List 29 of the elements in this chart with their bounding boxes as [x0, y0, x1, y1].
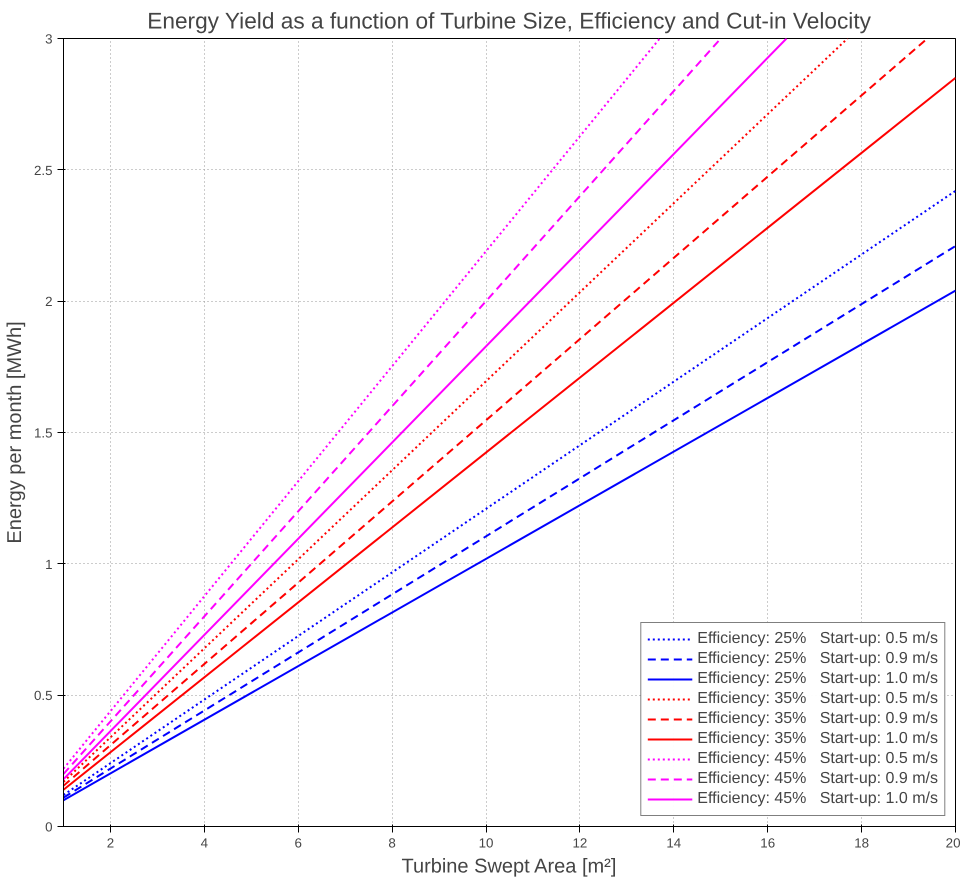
legend-label: Efficiency: 25% Start-up: 1.0 m/s — [697, 670, 938, 688]
x-tick-label: 4 — [200, 836, 209, 850]
legend-label: Efficiency: 35% Start-up: 0.5 m/s — [697, 690, 938, 708]
legend-label: Efficiency: 45% Start-up: 0.9 m/s — [697, 770, 938, 788]
y-tick-label: 2 — [45, 294, 53, 310]
y-tick-label: 2.5 — [34, 162, 53, 178]
y-tick-label: 1.5 — [34, 426, 53, 440]
y-tick-label: 1 — [45, 556, 53, 572]
legend-label: Efficiency: 25% Start-up: 0.9 m/s — [697, 650, 938, 668]
y-tick-label: 0.5 — [34, 688, 53, 704]
legend-label: Efficiency: 25% Start-up: 0.5 m/s — [697, 630, 938, 648]
y-axis-title: Energy per month [MWh] — [4, 321, 26, 544]
x-axis-title: Turbine Swept Area [m²] — [401, 856, 616, 878]
x-tick-label: 18 — [854, 836, 870, 850]
chart-title: Energy Yield as a function of Turbine Size, Efficiency and Cut-in Velocity — [147, 8, 872, 34]
x-tick-label: 20 — [946, 836, 961, 850]
legend-label: Efficiency: 45% Start-up: 1.0 m/s — [697, 790, 938, 808]
x-tick-label: 2 — [106, 836, 114, 850]
legend-label: Efficiency: 45% Start-up: 0.5 m/s — [697, 750, 938, 768]
x-tick-label: 16 — [760, 836, 776, 850]
x-tick-label: 12 — [572, 836, 588, 850]
x-tick-label: 10 — [478, 836, 494, 850]
y-tick-label: 3 — [45, 32, 53, 46]
x-tick-label: 8 — [388, 836, 396, 850]
legend-label: Efficiency: 35% Start-up: 1.0 m/s — [697, 730, 938, 748]
x-tick-label: 14 — [666, 836, 682, 850]
x-tick-label: 6 — [294, 836, 302, 850]
legend-label: Efficiency: 35% Start-up: 0.9 m/s — [697, 710, 938, 728]
y-tick-label: 0 — [45, 820, 53, 834]
